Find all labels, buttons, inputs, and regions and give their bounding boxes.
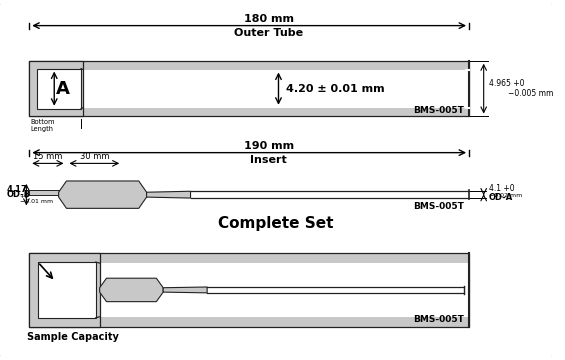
Text: BMS-005T: BMS-005T (413, 315, 464, 324)
Polygon shape (59, 181, 146, 208)
Bar (37, 69, 81, 109)
Text: A: A (56, 80, 70, 98)
Bar (29, 61, 469, 117)
Polygon shape (99, 278, 163, 302)
Text: 4.17: 4.17 (7, 185, 28, 194)
FancyBboxPatch shape (0, 2, 554, 358)
Bar (38, 262, 95, 318)
Text: 180 mm: 180 mm (244, 14, 294, 24)
Text: 4.965 +0
        −0.005 mm: 4.965 +0 −0.005 mm (489, 79, 553, 98)
Bar (83, 69, 469, 108)
Bar (29, 190, 59, 195)
Bar (29, 253, 99, 327)
Text: 190 mm: 190 mm (244, 141, 294, 151)
Bar (29, 253, 469, 327)
Text: Bottom
Length: Bottom Length (31, 120, 55, 132)
Polygon shape (163, 287, 207, 293)
Text: BMS-005T: BMS-005T (413, 202, 464, 211)
Text: 30 mm: 30 mm (80, 152, 109, 161)
Text: OD-A: OD-A (489, 193, 513, 202)
Text: −0.02 mm: −0.02 mm (489, 193, 522, 198)
Text: BMS-005T: BMS-005T (413, 105, 464, 114)
Bar (29, 61, 83, 117)
Text: Outer Tube: Outer Tube (234, 28, 303, 37)
Text: Insert: Insert (250, 154, 287, 165)
Polygon shape (146, 191, 190, 198)
Text: 4.20 ± 0.01 mm: 4.20 ± 0.01 mm (286, 84, 385, 94)
Text: 15 mm: 15 mm (33, 152, 63, 161)
Text: Sample Capacity: Sample Capacity (27, 332, 119, 342)
Bar (99, 263, 469, 317)
Text: OD-B: OD-B (7, 190, 31, 199)
Text: Complete Set: Complete Set (218, 216, 333, 231)
Text: +0
−0.01 mm: +0 −0.01 mm (20, 194, 53, 204)
Text: 4.1 +0: 4.1 +0 (489, 184, 514, 193)
